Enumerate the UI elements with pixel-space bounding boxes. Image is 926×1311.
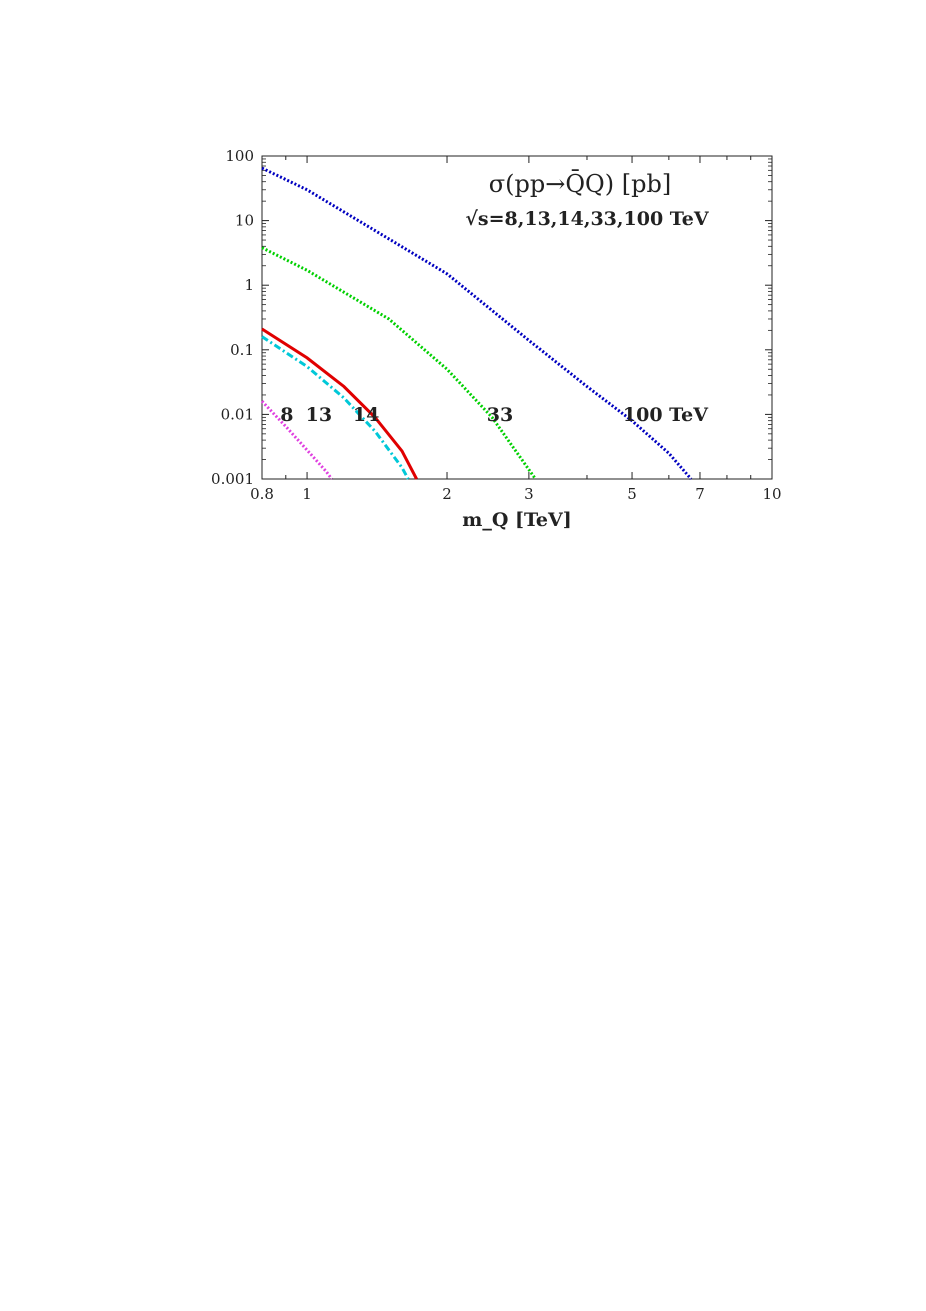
y-tick-label: 1 — [244, 276, 254, 294]
series-line-14 — [261, 327, 418, 480]
x-tick-label: 5 — [627, 485, 637, 503]
x-tick-label: 3 — [524, 485, 534, 503]
y-tick-label: 100 — [225, 147, 254, 165]
series-label: 100 TeV — [623, 404, 709, 426]
y-tick-label: 0.001 — [211, 470, 254, 488]
series-label: 13 — [306, 404, 332, 426]
x-tick-label: 7 — [695, 485, 705, 503]
tick-labels: 0.8 1 2 3 5 7 10 100 10 1 0.1 0.01 0.001 — [211, 147, 782, 503]
chart-subtitle: √s=8,13,14,33,100 TeV — [465, 208, 709, 230]
series-line-33 — [261, 246, 537, 480]
series-group — [260, 166, 693, 480]
series-label: 33 — [487, 404, 513, 426]
series-label: 8 — [280, 404, 293, 426]
axis-ticks — [261, 155, 773, 480]
chart-title: σ(pp→Q̄Q) [pb] — [489, 170, 671, 198]
y-tick-label: 0.01 — [221, 405, 254, 423]
series-line-13 — [261, 335, 410, 480]
plot-frame — [261, 155, 773, 480]
series-line-100-tev — [261, 166, 693, 480]
series-label: 14 — [353, 404, 379, 426]
y-tick-label: 0.1 — [230, 341, 254, 359]
x-tick-label: 10 — [762, 485, 781, 503]
x-tick-label: 0.8 — [250, 485, 274, 503]
x-axis-title: m_Q [TeV] — [462, 509, 572, 531]
x-tick-label: 1 — [302, 485, 312, 503]
series-labels: 8 13 14 33 100 TeV — [280, 404, 709, 426]
x-tick-label: 2 — [442, 485, 452, 503]
y-tick-label: 10 — [235, 212, 254, 230]
